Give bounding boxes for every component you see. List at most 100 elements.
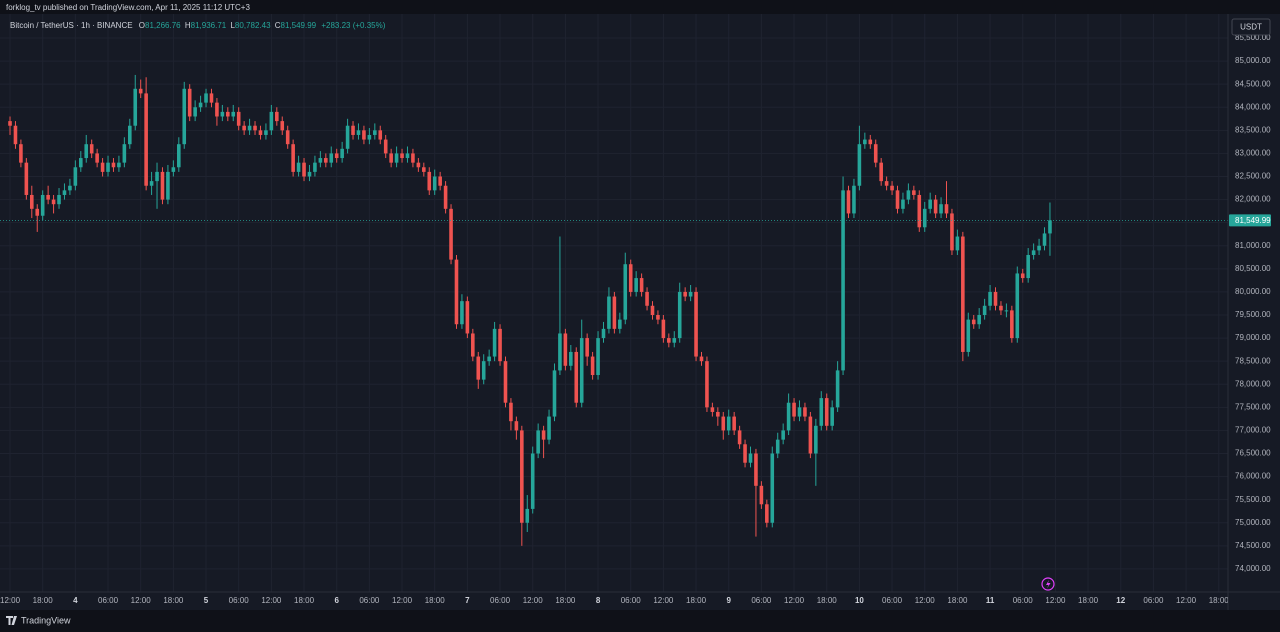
candle-body (182, 88, 187, 145)
candle-body (721, 416, 726, 431)
x-tick-label: 18:00 (1078, 596, 1099, 605)
candle-body (688, 291, 693, 297)
candle-body (879, 162, 883, 182)
candle-body (389, 153, 393, 163)
candle-body (454, 259, 459, 325)
candle-body (1010, 310, 1014, 339)
candle-body (906, 190, 911, 200)
y-tick-label: 84,500.00 (1235, 79, 1271, 88)
candle-body (863, 139, 867, 145)
candle-body (160, 171, 165, 200)
y-tick-label: 75,500.00 (1235, 495, 1271, 504)
candle-body (1042, 233, 1047, 246)
candle-body (939, 204, 943, 214)
x-tick-label: 18:00 (817, 596, 838, 605)
x-tick-label: 10 (855, 596, 864, 605)
candle-body (117, 162, 121, 168)
candle-body (743, 444, 747, 463)
low-value: 80,782.43 (235, 21, 271, 30)
candle-body (890, 185, 894, 191)
candle-body (922, 208, 927, 228)
candle-body (759, 485, 764, 505)
candle-body (432, 176, 437, 191)
candle-body (961, 236, 965, 352)
candle-body (313, 162, 317, 172)
candle-body (416, 162, 421, 168)
candle-body (803, 407, 807, 417)
candle-body (933, 199, 938, 214)
high-key: H (185, 21, 191, 30)
y-tick-label: 74,000.00 (1235, 564, 1271, 573)
candle-body (133, 88, 138, 126)
x-tick-label: 6 (334, 596, 339, 605)
candle-body (471, 333, 475, 357)
candle-body (345, 125, 350, 149)
candle-body (770, 453, 775, 523)
candle-body (329, 153, 334, 163)
symbol: Bitcoin / TetherUS · 1h · BINANCE (10, 21, 133, 30)
candle-body (95, 153, 99, 163)
candle-body (726, 416, 731, 431)
candle-body (422, 167, 426, 172)
footer-bar (0, 610, 1280, 632)
candle-body (993, 291, 998, 306)
y-tick-label: 85,500.00 (1235, 33, 1271, 42)
candle-body (155, 171, 159, 182)
candle-body (814, 425, 818, 454)
candle-body (492, 328, 497, 357)
open-value: 81,266.76 (145, 21, 181, 30)
currency-label: USDT (1240, 23, 1262, 32)
candle-body (677, 291, 682, 339)
x-tick-label: 06:00 (1143, 596, 1164, 605)
candle-body (242, 125, 246, 131)
candle-body (977, 315, 981, 325)
candle-body (84, 144, 89, 159)
y-tick-label: 79,500.00 (1235, 310, 1271, 319)
candle-body (699, 356, 704, 362)
x-tick-label: 12:00 (0, 596, 21, 605)
candle-body (628, 264, 633, 292)
candle-body (579, 338, 584, 403)
tv-logo (6, 616, 17, 625)
time-axis-labels: 12:00 18:00 4 06:00 12:00 18:00 5 06:00 12:00 18:… (0, 596, 1228, 605)
candle-body (258, 130, 263, 135)
y-tick-label: 85,000.00 (1235, 56, 1271, 65)
candle-body (204, 93, 208, 103)
y-tick-label: 80,500.00 (1235, 264, 1271, 273)
candle-body (307, 171, 312, 177)
close-key: C (275, 21, 281, 30)
candle-body (106, 162, 110, 172)
candle-body (35, 208, 40, 216)
candle-body (835, 370, 840, 408)
candle-body (574, 351, 579, 403)
alert-icon[interactable] (1041, 577, 1055, 591)
y-tick-label: 77,000.00 (1235, 426, 1271, 435)
last-price-label: 81,549.99 (1235, 216, 1271, 225)
candle-body (868, 139, 873, 145)
published-note: forklog_tv published on TradingView.com,… (6, 3, 250, 12)
candle-body (367, 134, 372, 140)
candle-body (236, 111, 241, 126)
candle-body (427, 171, 432, 191)
candle-body (661, 319, 666, 339)
candle-body (209, 93, 214, 103)
candle-body (536, 430, 540, 454)
candle-body (24, 162, 29, 195)
candle-body (667, 338, 671, 343)
candle-body (68, 185, 72, 191)
candle-body (607, 296, 611, 329)
candle-body (781, 430, 785, 440)
candle-body (824, 398, 829, 426)
candle-body (982, 305, 987, 316)
currency-badge[interactable] (1231, 18, 1271, 36)
candle-body (514, 421, 519, 431)
x-tick-label: 06:00 (882, 596, 903, 605)
candle-body (520, 430, 524, 523)
candle-body (716, 411, 720, 417)
x-tick-label: 18:00 (947, 596, 968, 605)
candle-body (481, 361, 486, 380)
x-tick-label: 18:00 (425, 596, 446, 605)
change: +283.23 (+0.35%) (321, 21, 385, 30)
candle-body (171, 167, 176, 172)
candle-body (215, 102, 219, 117)
